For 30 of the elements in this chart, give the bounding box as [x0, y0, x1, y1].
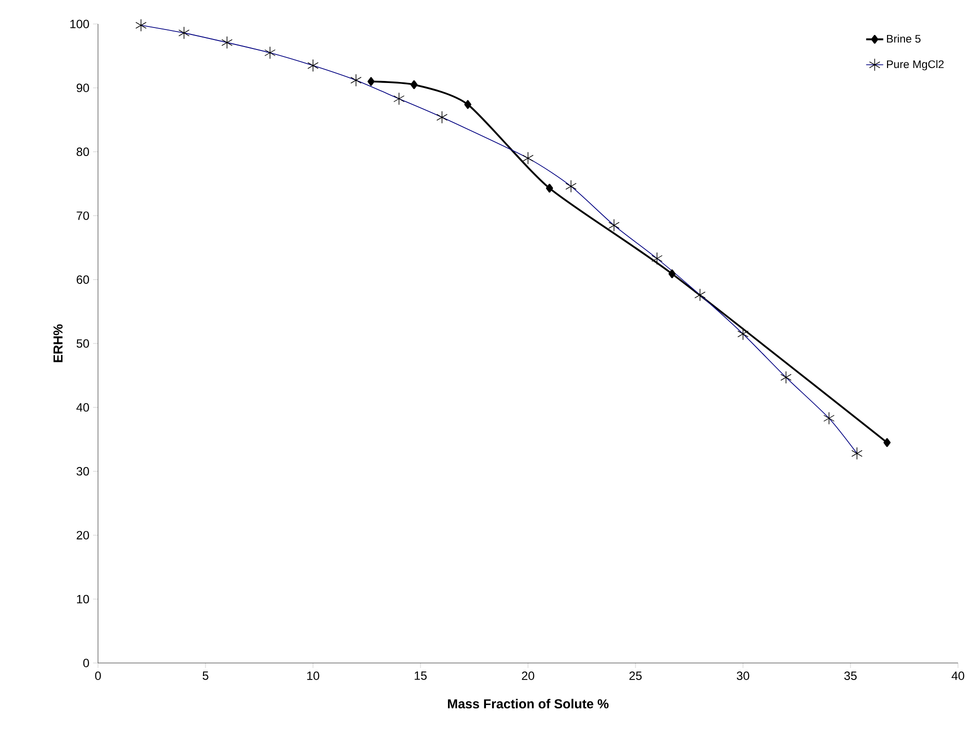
y-tick-label: 60: [76, 275, 90, 284]
y-tick-label: 20: [76, 530, 90, 540]
y-tick-label: 80: [76, 148, 90, 156]
x-tick-label: 40: [952, 672, 964, 680]
point: [546, 184, 554, 193]
x-tick-label: 15: [414, 672, 427, 680]
legend-label: Pure MgCl2: [887, 60, 944, 70]
y-axis-title: ERH%: [53, 324, 63, 362]
x-axis-title: Mass Fraction of Solute %: [448, 698, 609, 708]
y-tick-label: 70: [76, 211, 90, 220]
point: [464, 100, 472, 109]
x-tick-label: 30: [736, 672, 750, 680]
y-tick-label: 50: [76, 339, 90, 348]
x-tick-label: 25: [629, 672, 642, 680]
y-tick-label: 0: [83, 658, 90, 668]
point: [884, 438, 891, 447]
x-tick-label: 5: [202, 672, 208, 680]
legend-label: Brine 5: [887, 34, 920, 43]
y-tick-label: 90: [76, 84, 90, 92]
y-tick-label: 30: [76, 467, 90, 476]
x-tick-label: 35: [844, 672, 857, 680]
x-tick-label: 10: [307, 672, 320, 680]
point: [668, 269, 676, 278]
point: [410, 80, 418, 90]
x-tick-label: 20: [522, 672, 534, 680]
y-tick-label: 40: [76, 403, 90, 412]
x-tick-label: 0: [95, 672, 101, 680]
y-tick-label: 10: [77, 594, 90, 604]
point: [368, 77, 375, 86]
y-tick-label: 100: [70, 20, 90, 28]
